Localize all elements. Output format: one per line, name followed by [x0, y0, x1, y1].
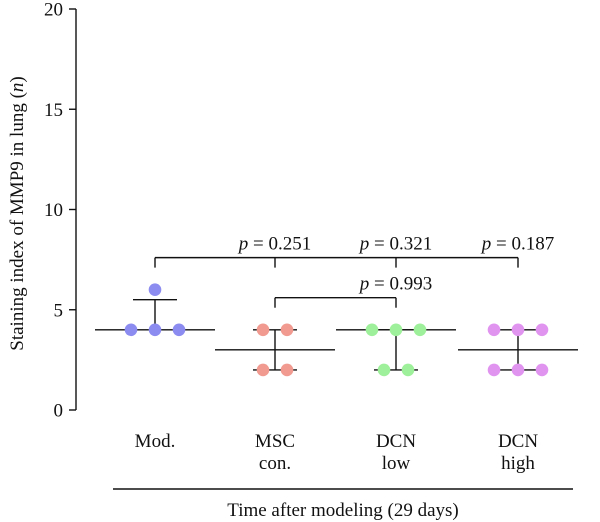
data-point: [401, 363, 415, 377]
p-value: = 0.187: [491, 234, 554, 255]
y-axis-label: Staining index of MMP9 in lung (n): [7, 76, 28, 350]
data-point: [413, 323, 427, 337]
data-point: [256, 323, 270, 337]
data-point: [256, 363, 270, 377]
data-point: [280, 363, 294, 377]
summary-lines: [95, 299, 578, 371]
p-value-label: p = 0.187: [480, 234, 554, 255]
data-point: [124, 323, 138, 337]
data-point: [511, 323, 525, 337]
p-value: = 0.251: [248, 234, 311, 255]
y-axis-label-part: Staining index of MMP9 in lung (: [7, 92, 28, 351]
data-point: [389, 323, 403, 337]
x-tick-label: high: [501, 453, 535, 474]
p-value-label: p = 0.993: [358, 274, 432, 295]
x-tick-label: DCN: [376, 431, 416, 452]
x-tick-label: MSC: [255, 431, 295, 452]
y-axis-label-part: ): [7, 76, 28, 82]
y-axis-label-n: n: [7, 83, 28, 93]
x-axis-label: Time after modeling (29 days): [227, 500, 458, 521]
p-symbol: p: [358, 234, 370, 255]
p-value: = 0.993: [369, 274, 432, 295]
axes: [69, 8, 573, 490]
y-tick-label: 0: [54, 401, 64, 422]
x-tick-label: Mod.: [135, 431, 176, 452]
data-point: [377, 363, 391, 377]
data-point: [148, 323, 162, 337]
comparison-brackets: [154, 256, 519, 308]
data-point: [280, 323, 294, 337]
p-value: = 0.321: [369, 234, 432, 255]
data-point: [511, 363, 525, 377]
data-point: [535, 363, 549, 377]
data-point: [487, 323, 501, 337]
x-tick-label: con.: [259, 453, 291, 474]
data-point: [365, 323, 379, 337]
data-point: [172, 323, 186, 337]
y-tick-label: 15: [44, 100, 63, 121]
y-tick-label: 5: [54, 300, 64, 321]
data-point: [487, 363, 501, 377]
p-value-label: p = 0.321: [358, 234, 432, 255]
p-symbol: p: [237, 234, 249, 255]
data-point: [535, 323, 549, 337]
p-value-label: p = 0.251: [237, 234, 311, 255]
y-tick-label: 10: [44, 200, 63, 221]
p-symbol: p: [358, 274, 370, 295]
labels: 0 5 10 15 20 Staining index of MMP9 in lung (…: [7, 0, 554, 521]
x-tick-label: low: [382, 453, 411, 474]
data-points: [124, 283, 549, 377]
p-symbol: p: [480, 234, 492, 255]
x-tick-label: DCN: [498, 431, 538, 452]
data-point: [148, 283, 162, 297]
y-tick-label: 20: [44, 0, 63, 21]
